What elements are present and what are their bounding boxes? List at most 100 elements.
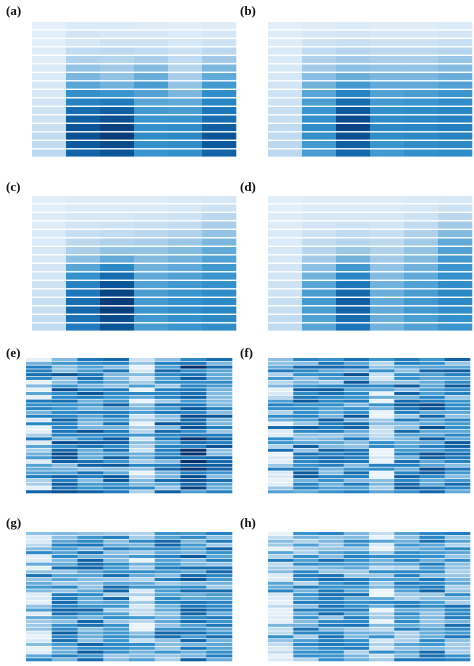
heatmap-cell — [419, 566, 446, 570]
heatmap-cell — [394, 429, 420, 433]
heatmap-cell — [51, 410, 78, 414]
heatmap-cell — [293, 604, 319, 608]
heatmap-cell — [180, 471, 207, 475]
heatmap-cell — [336, 124, 371, 132]
heatmap-cell — [77, 452, 104, 456]
heatmap-cell — [32, 149, 67, 157]
heatmap-cell — [293, 658, 319, 662]
heatmap-cell — [202, 230, 237, 238]
heatmap-cell — [103, 570, 130, 574]
heatmap-cell — [100, 73, 135, 81]
heatmap-cell — [103, 358, 130, 362]
heatmap-cell — [394, 376, 420, 380]
heatmap-cell — [268, 264, 303, 272]
heatmap-cell — [268, 418, 294, 422]
heatmap-cell — [318, 456, 345, 460]
heatmap-cell — [26, 608, 53, 612]
heatmap-cell — [77, 558, 104, 562]
heatmap-cell — [438, 149, 473, 157]
heatmap-cell — [206, 623, 233, 627]
heatmap-cell — [154, 604, 181, 608]
heatmap-cell — [168, 204, 203, 212]
heatmap-cell — [100, 107, 135, 115]
heatmap-cell — [129, 543, 156, 547]
heatmap-cell — [444, 642, 471, 646]
heatmap-cell — [77, 654, 104, 658]
heatmap-cell — [26, 441, 53, 445]
heatmap-cell — [369, 650, 395, 654]
heatmap-cell — [268, 543, 294, 547]
heatmap-cell — [302, 81, 337, 89]
heatmap-cell — [419, 543, 446, 547]
heatmap-cell — [206, 490, 233, 494]
heatmap-cell — [318, 635, 345, 639]
heatmap-cell — [343, 654, 370, 658]
heatmap-cell — [293, 551, 319, 555]
heatmap-cell — [134, 213, 169, 221]
heatmap-cell — [293, 403, 319, 407]
heatmap-cell — [103, 392, 130, 396]
heatmap-cell — [26, 600, 53, 604]
heatmap-cell — [394, 623, 420, 627]
heatmap-cell — [51, 608, 78, 612]
heatmap-cell — [343, 627, 370, 631]
heatmap-cell — [206, 380, 233, 384]
heatmap-cell — [51, 547, 78, 551]
heatmap-cell — [103, 654, 130, 658]
heatmap-cell — [268, 467, 294, 471]
heatmap-cell — [394, 482, 420, 486]
heatmap-cell — [168, 56, 203, 64]
heatmap-cell — [26, 437, 53, 441]
heatmap-cell — [268, 399, 294, 403]
heatmap-cell — [444, 410, 471, 414]
heatmap-cell — [268, 289, 303, 297]
heatmap-cell — [51, 380, 78, 384]
heatmap-cell — [154, 380, 181, 384]
heatmap-cell — [180, 577, 207, 581]
heatmap-cell — [369, 463, 395, 467]
heatmap-cell — [206, 639, 233, 643]
heatmap-cell — [129, 619, 156, 624]
heatmap-cell — [180, 597, 207, 601]
heatmap-cell — [100, 213, 135, 221]
heatmap-cell — [100, 289, 135, 297]
heatmap-cell — [444, 597, 471, 601]
heatmap-cell — [202, 141, 237, 149]
heatmap-cell — [100, 281, 135, 289]
heatmap-cell — [154, 463, 181, 467]
heatmap-cell — [419, 478, 446, 482]
panel-label-e: (e) — [6, 345, 21, 360]
heatmap-cell — [129, 608, 156, 612]
heatmap-cell — [268, 551, 294, 555]
heatmap-cell — [444, 376, 471, 380]
heatmap-cell — [318, 574, 345, 578]
heatmap-cell — [51, 589, 78, 593]
heatmap-cell — [336, 315, 371, 323]
heatmap-cell — [77, 574, 104, 578]
heatmap-cell — [51, 403, 78, 407]
heatmap-cell — [51, 654, 78, 658]
heatmap-cell — [103, 403, 130, 407]
heatmap-cell — [302, 255, 337, 263]
heatmap-cell — [394, 562, 420, 566]
heatmap-cell — [66, 315, 101, 323]
heatmap-cell — [103, 558, 130, 562]
heatmap-cell — [202, 124, 237, 132]
heatmap-cell — [26, 380, 53, 384]
heatmap-cell — [26, 429, 53, 433]
heatmap-cell — [134, 315, 169, 323]
heatmap-cell — [66, 306, 101, 314]
heatmap-cell — [154, 600, 181, 604]
heatmap-cell — [26, 535, 53, 539]
heatmap-cell — [293, 554, 319, 559]
heatmap-c — [32, 196, 237, 331]
heatmap-cell — [419, 369, 446, 373]
heatmap-cell — [302, 124, 337, 132]
heatmap-cell — [318, 631, 345, 635]
heatmap-cell — [336, 64, 371, 72]
heatmap-cell — [154, 642, 181, 646]
heatmap-cell — [154, 388, 181, 392]
heatmap-cell — [32, 132, 67, 140]
heatmap-cell — [336, 22, 371, 30]
heatmap-cell — [26, 467, 53, 471]
